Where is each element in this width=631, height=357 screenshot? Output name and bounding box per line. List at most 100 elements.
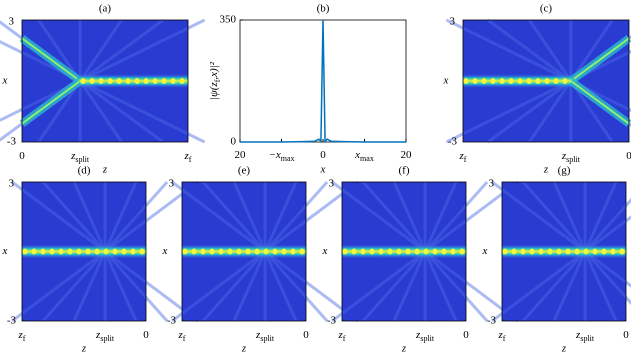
heatmap-texture: [103, 250, 169, 322]
y-axis-label-rest: ,x)|²: [208, 61, 220, 79]
heatmap-texture: [72, 181, 107, 253]
panel-label: (a): [99, 3, 112, 15]
frame: [501, 181, 627, 322]
frame: [462, 19, 630, 143]
heatmap-texture: [11, 180, 106, 253]
heatmap-texture: [103, 250, 138, 322]
beam-dot: [236, 248, 242, 255]
x-tick-label-text: z: [18, 329, 24, 341]
beam-dot: [538, 248, 544, 255]
y-axis-label: x: [482, 245, 488, 257]
heatmap-texture: [487, 18, 572, 83]
beam-dot: [556, 248, 562, 255]
beam-dot: [139, 248, 145, 255]
heatmap-texture: [423, 181, 489, 253]
x-tick-label-text: 0: [19, 150, 25, 162]
x-tick-label: zsplit: [255, 329, 275, 344]
y-tick-label: -3: [7, 315, 17, 327]
heatmap-texture: [583, 181, 618, 253]
x-tick-label-text: z: [338, 329, 344, 341]
beam-dot: [227, 248, 233, 255]
x-tick-label-sub: max: [281, 154, 295, 163]
heatmap-texture: [583, 250, 631, 306]
y-axis-label: x: [2, 75, 8, 87]
central-beam: [342, 244, 466, 259]
x-tick-label: 0: [320, 149, 326, 161]
heatmap-texture: [528, 19, 573, 82]
frame: [341, 181, 467, 322]
heatmap-texture: [521, 250, 587, 322]
x-tick-label-text: z: [70, 150, 76, 162]
heatmap-texture: [331, 250, 426, 323]
x-tick-label: zsplit: [415, 329, 435, 344]
heatmap-texture: [263, 181, 298, 253]
x-tick-label-sub: f: [183, 334, 186, 343]
x-tick-label: 20: [401, 149, 413, 161]
beam-dot: [290, 248, 296, 255]
heatmap-texture: [584, 215, 631, 253]
beam-dot: [508, 78, 514, 84]
heatmap-texture: [72, 250, 107, 322]
heatmap-texture: [78, 19, 123, 82]
beam-dot: [511, 248, 517, 255]
beam-dot: [179, 78, 185, 84]
heatmap-texture: [528, 80, 573, 143]
beam-dot: [107, 78, 113, 84]
y-axis-label: x: [2, 245, 8, 257]
heatmap-texture: [41, 181, 107, 253]
beam-dot: [592, 248, 598, 255]
x-tick-label-sub: split: [580, 334, 595, 343]
beam-dot: [499, 78, 505, 84]
heatmap-texture: [103, 181, 169, 253]
beam-dot: [263, 248, 269, 255]
heatmap-texture: [583, 197, 631, 253]
x-tick-label-sub: f: [189, 155, 192, 164]
beam-dot: [209, 248, 215, 255]
x-tick-label-text: x: [354, 149, 360, 161]
x-tick-label-text: z: [178, 329, 184, 341]
beam-dot: [67, 248, 73, 255]
beam-dot: [529, 248, 535, 255]
x-tick-label-sub: f: [503, 334, 506, 343]
beam-dot: [432, 248, 438, 255]
beam-dot: [565, 248, 571, 255]
beam-dot: [182, 248, 188, 255]
beam-dot: [423, 248, 429, 255]
x-tick-label-text: 0: [623, 329, 629, 341]
heatmap-texture: [201, 181, 267, 253]
beam-dot: [152, 78, 158, 84]
heatmap-texture: [79, 79, 164, 144]
x-tick-label-text: 0: [303, 329, 309, 341]
beam-dot: [22, 248, 28, 255]
heatmap-texture: [570, 49, 631, 83]
x-tick-label: zsplit: [561, 150, 581, 165]
x-tick-label: 0: [303, 329, 309, 341]
heatmap-texture: [445, 79, 572, 144]
y-tick-label: -3: [167, 315, 177, 327]
x-tick-label-sub: max: [360, 154, 374, 163]
x-tick-label-text: z: [561, 150, 567, 162]
x-axis-label: x: [320, 164, 326, 176]
beam-dot: [544, 78, 550, 84]
beam-core: [570, 37, 630, 82]
beam-core: [570, 80, 630, 125]
beam-dot: [526, 78, 532, 84]
beam-dot: [490, 78, 496, 84]
y-tick-label: 3: [9, 178, 15, 190]
heatmap-texture: [491, 180, 586, 253]
beam-dot: [396, 248, 402, 255]
frame: [181, 181, 307, 322]
x-tick-label-sub: split: [566, 155, 581, 164]
x-tick-label: 0: [463, 329, 469, 341]
heatmap-texture: [552, 181, 587, 253]
y-tick-label: 3: [489, 178, 495, 190]
beam-dot: [583, 248, 589, 255]
beam-dot: [553, 78, 559, 84]
beam-dot: [218, 248, 224, 255]
x-tick-label-text: 20: [401, 149, 413, 161]
x-tick-label-sub: split: [420, 334, 435, 343]
x-tick-label-text: z: [575, 329, 581, 341]
heatmap-texture: [11, 250, 106, 323]
beam-dot: [281, 248, 287, 255]
